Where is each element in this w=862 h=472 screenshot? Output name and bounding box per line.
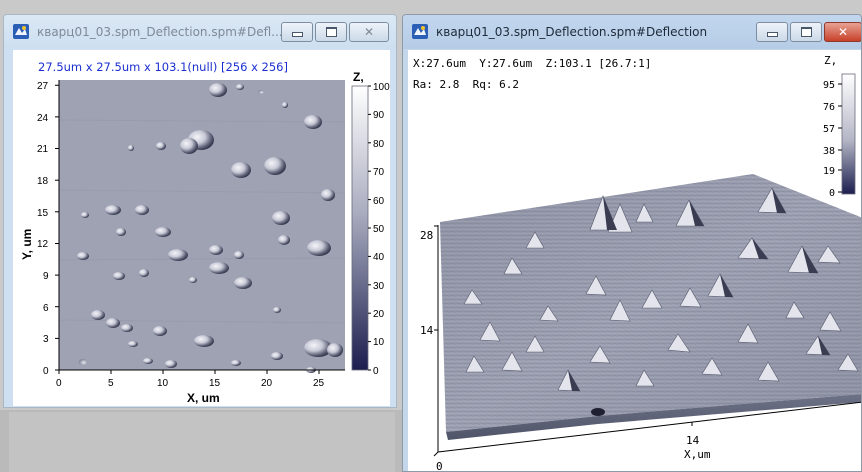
afm-3d-view[interactable]: 28 14 14 X,um 0 Z, 95 76 57 38 19 0 (408, 50, 862, 472)
minimize-icon (766, 32, 778, 37)
svg-text:28: 28 (420, 229, 433, 242)
left-map-window[interactable]: кварц01_03.spm_Deflection.spm#Defl... ✕ … (3, 14, 397, 408)
left-titlebar[interactable]: кварц01_03.spm_Deflection.spm#Defl... ✕ (4, 15, 396, 49)
surface-pit (591, 408, 605, 416)
left-window-title: кварц01_03.spm_Deflection.spm#Defl... (37, 25, 283, 39)
svg-text:95: 95 (823, 80, 835, 91)
right-window-title: кварц01_03.spm_Deflection.spm#Deflection (436, 25, 708, 39)
map-surface (59, 80, 345, 370)
svg-text:50: 50 (373, 224, 385, 235)
spm-app-icon (13, 24, 29, 39)
svg-text:5: 5 (108, 378, 114, 389)
svg-text:21: 21 (37, 144, 49, 155)
map-client-area: 27.5um x 27.5um x 103.1(null) [256 x 256… (13, 50, 390, 406)
spm-app-icon (412, 24, 428, 39)
svg-text:19: 19 (823, 166, 835, 177)
colorbar (351, 85, 369, 371)
svg-text:70: 70 (373, 167, 385, 178)
svg-text:15: 15 (209, 378, 221, 389)
maximize-icon (800, 27, 812, 37)
surface-3d-client: X:27.6um Y:27.6um Z:103.1 [26.7:1] Ra: 2… (408, 50, 862, 472)
maximize-icon (325, 27, 337, 37)
svg-text:0: 0 (373, 366, 379, 377)
axes-3d (433, 225, 861, 457)
svg-text:0: 0 (56, 378, 62, 389)
svg-text:57: 57 (823, 124, 835, 135)
colorbar-title: Z, (353, 70, 364, 84)
svg-text:20: 20 (261, 378, 273, 389)
svg-text:0: 0 (436, 460, 443, 472)
colorbar-tick-labels: 0 10 20 30 40 50 60 70 80 90 100 (373, 82, 390, 377)
y-tick-labels: 0 3 6 9 12 15 18 21 24 27 (37, 81, 49, 377)
x-tick-labels: 0 5 10 15 20 25 (56, 378, 325, 389)
svg-text:27: 27 (37, 81, 49, 92)
inactive-panel (9, 412, 395, 472)
maximize-button[interactable] (790, 22, 822, 42)
colorbar-ticks (838, 83, 842, 193)
svg-text:100: 100 (373, 82, 390, 93)
y-axis-label: Y, um (20, 229, 34, 260)
right-titlebar[interactable]: кварц01_03.spm_Deflection.spm#Deflection… (403, 15, 861, 49)
svg-text:15: 15 (37, 208, 49, 219)
svg-text:14: 14 (420, 324, 434, 337)
right-3d-window[interactable]: кварц01_03.spm_Deflection.spm#Deflection… (402, 14, 862, 472)
close-icon: ✕ (363, 25, 375, 39)
svg-text:10: 10 (373, 337, 385, 348)
svg-text:76: 76 (823, 102, 835, 113)
axes-3d-labels: 28 14 14 X,um 0 (420, 229, 711, 472)
svg-text:80: 80 (373, 139, 385, 150)
svg-text:40: 40 (373, 252, 385, 263)
svg-text:0: 0 (43, 366, 49, 377)
colorbar-tick-labels: 95 76 57 38 19 0 (823, 80, 835, 199)
svg-text:12: 12 (37, 239, 49, 250)
svg-text:20: 20 (373, 309, 385, 320)
scan-size-header: 27.5um x 27.5um x 103.1(null) [256 x 256… (38, 60, 288, 74)
cursor-readout: X:27.6um Y:27.6um Z:103.1 [26.7:1] (413, 57, 652, 70)
close-icon: ✕ (837, 25, 849, 39)
surface-3d (440, 174, 861, 440)
svg-text:X,um: X,um (684, 448, 711, 461)
afm-2d-map[interactable]: 0 3 6 9 12 15 18 21 24 27 0 5 10 15 20 2… (13, 50, 390, 406)
svg-text:0: 0 (829, 188, 835, 199)
svg-text:18: 18 (37, 176, 49, 187)
svg-text:60: 60 (373, 196, 385, 207)
colorbar (841, 73, 856, 195)
svg-text:38: 38 (823, 146, 835, 157)
minimize-button[interactable] (756, 22, 788, 42)
surface-features (77, 83, 343, 373)
close-button[interactable]: ✕ (824, 22, 861, 42)
svg-text:30: 30 (373, 281, 385, 292)
svg-text:10: 10 (157, 378, 169, 389)
svg-text:25: 25 (313, 378, 325, 389)
colorbar-title: Z, (824, 54, 837, 67)
svg-text:14: 14 (686, 434, 700, 447)
close-button[interactable]: ✕ (349, 22, 389, 42)
svg-text:9: 9 (43, 271, 49, 282)
map-axes (55, 80, 345, 374)
maximize-button[interactable] (315, 22, 347, 42)
svg-text:6: 6 (43, 303, 49, 314)
minimize-button[interactable] (281, 22, 313, 42)
svg-text:90: 90 (373, 110, 385, 121)
minimize-icon (291, 32, 303, 37)
x-axis-label: X, um (187, 391, 220, 405)
roughness-readout: Ra: 2.8 Rq: 6.2 (413, 78, 519, 91)
svg-text:3: 3 (43, 334, 49, 345)
colorbar-ticks (368, 85, 371, 371)
svg-text:24: 24 (37, 113, 49, 124)
